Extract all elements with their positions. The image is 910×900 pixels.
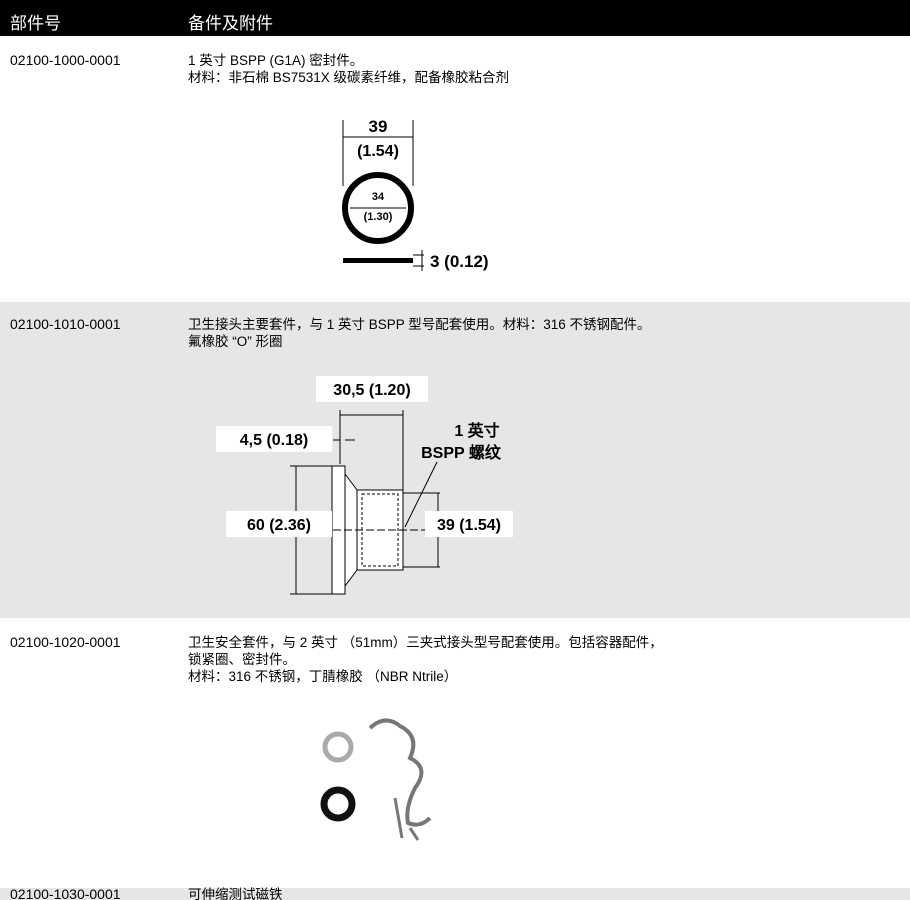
dimension-label: 39 (1.54) bbox=[437, 517, 501, 534]
fitting-diagram: 30,5 (1.20) 4,5 (0.18) 1 英寸 BSPP 螺纹 60 (… bbox=[216, 376, 513, 595]
table-row: 02100-1000-0001 1 英寸 BSPP (G1A) 密封件。 材料：… bbox=[0, 36, 910, 302]
description: 1 英寸 BSPP (G1A) 密封件。 材料：非石棉 BS7531X 级碳素纤… bbox=[188, 52, 509, 86]
description-line: 可伸缩测试磁铁 bbox=[188, 887, 283, 900]
part-number: 02100-1000-0001 bbox=[10, 52, 121, 68]
table-header: 部件号 备件及附件 bbox=[0, 0, 910, 36]
description: 卫生安全套件，与 2 英寸 （51mm）三夹式接头型号配套使用。包括容器配件， … bbox=[188, 634, 663, 685]
part-number: 02100-1020-0001 bbox=[10, 634, 121, 650]
dimension-label: 3 (0.12) bbox=[430, 252, 489, 271]
description-line: 卫生安全套件，与 2 英寸 （51mm）三夹式接头型号配套使用。包括容器配件， bbox=[188, 635, 663, 650]
dimension-label: 4,5 (0.18) bbox=[240, 432, 308, 449]
table-row: 02100-1020-0001 卫生安全套件，与 2 英寸 （51mm）三夹式接… bbox=[0, 618, 910, 888]
table-row: 02100-1010-0001 卫生接头主要套件，与 1 英寸 BSPP 型号配… bbox=[0, 302, 910, 618]
header-part-no: 部件号 bbox=[10, 14, 61, 33]
description-line: 锁紧圈、密封件。 bbox=[188, 652, 296, 667]
dimension-label: 39 bbox=[369, 117, 388, 136]
dimension-label: (1.30) bbox=[364, 211, 393, 223]
dimension-label: 60 (2.36) bbox=[247, 517, 311, 534]
description-line: 氟橡胶 “O” 形圈 bbox=[188, 334, 283, 349]
description-line: 材料：非石棉 BS7531X 级碳素纤维，配备橡胶粘合剂 bbox=[188, 70, 510, 85]
part-number: 02100-1030-0001 bbox=[10, 886, 121, 900]
table-row: 02100-1030-0001 可伸缩测试磁铁 bbox=[0, 886, 910, 900]
dimension-label: 34 bbox=[372, 191, 385, 203]
description-line: 材料：316 不锈钢，丁腈橡胶 （NBR Ntrile） bbox=[188, 669, 458, 684]
description: 卫生接头主要套件，与 1 英寸 BSPP 型号配套使用。材料：316 不锈钢配件… bbox=[188, 316, 651, 350]
description-line: 卫生接头主要套件，与 1 英寸 BSPP 型号配套使用。材料：316 不锈钢配件… bbox=[188, 317, 651, 332]
thread-label: BSPP 螺纹 bbox=[421, 443, 502, 462]
seal-diagram: 39 (1.54) 34 (1.30) 3 (0.12) bbox=[342, 117, 489, 271]
dimension-label: 30,5 (1.20) bbox=[333, 382, 410, 399]
part-number: 02100-1010-0001 bbox=[10, 316, 121, 332]
description: 可伸缩测试磁铁 bbox=[188, 886, 283, 900]
kit-photo bbox=[320, 718, 432, 841]
thread-label: 1 英寸 bbox=[454, 421, 499, 440]
description-line: 1 英寸 BSPP (G1A) 密封件。 bbox=[188, 53, 364, 68]
header-description: 备件及附件 bbox=[188, 14, 273, 33]
dimension-label: (1.54) bbox=[357, 143, 399, 160]
